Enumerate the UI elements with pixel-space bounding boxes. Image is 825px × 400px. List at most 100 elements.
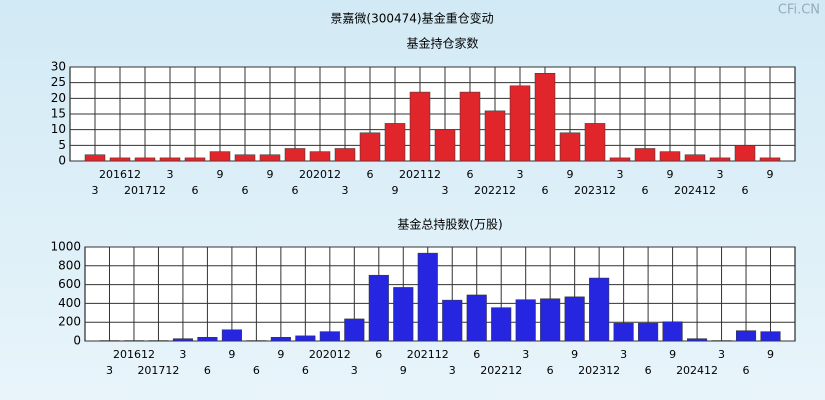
watermark: CFi.CN — [778, 3, 820, 18]
x-tick-label: 6 — [192, 184, 199, 197]
bar — [684, 154, 706, 162]
x-tick-label: 3 — [179, 348, 186, 361]
x-tick-label: 3 — [620, 348, 627, 361]
y-tick-label: 30 — [51, 60, 66, 74]
x-tick-label: 9 — [217, 168, 224, 181]
x-tick-label: 3 — [517, 168, 524, 181]
x-tick-label: 201612 — [99, 168, 141, 181]
x-tick-label: 201712 — [137, 364, 179, 377]
bar — [442, 299, 463, 342]
y-tick-label: 5 — [58, 138, 66, 152]
x-tick-label: 6 — [302, 364, 309, 377]
bar — [459, 91, 481, 162]
bar — [197, 336, 218, 342]
bar — [466, 294, 487, 342]
bar — [534, 73, 556, 162]
x-tick-label: 9 — [767, 348, 774, 361]
x-tick-label: 202212 — [474, 184, 516, 197]
x-tick-label: 3 — [617, 168, 624, 181]
x-tick-label: 9 — [277, 348, 284, 361]
x-tick-label: 3 — [351, 364, 358, 377]
bar — [134, 157, 156, 162]
x-tick-label: 3 — [106, 364, 113, 377]
bar — [540, 298, 561, 342]
x-tick-label: 6 — [292, 184, 299, 197]
x-tick-label: 202212 — [480, 364, 522, 377]
bar — [434, 129, 456, 162]
bar — [559, 132, 581, 162]
x-tick-label: 201612 — [113, 348, 155, 361]
plot-area — [84, 246, 796, 342]
x-tick-label: 9 — [228, 348, 235, 361]
page-title: 景嘉微(300474)基金重仓变动 — [330, 11, 493, 26]
x-tick-label: 202312 — [578, 364, 620, 377]
bar — [334, 148, 356, 162]
chart-title: 基金持仓家数 — [406, 36, 478, 51]
x-tick-label: 6 — [375, 348, 382, 361]
x-tick-label: 202012 — [309, 348, 351, 361]
x-tick-label: 3 — [522, 348, 529, 361]
x-tick-label: 201712 — [124, 184, 166, 197]
bar — [484, 110, 506, 162]
y-tick-label: 20 — [51, 91, 66, 105]
bar — [638, 322, 659, 342]
bar — [234, 154, 256, 162]
x-tick-label: 9 — [767, 168, 774, 181]
bar — [734, 145, 756, 162]
bar — [84, 154, 106, 162]
bar — [659, 151, 681, 162]
bar — [221, 329, 242, 342]
x-tick-label: 202312 — [574, 184, 616, 197]
bar — [687, 338, 708, 342]
bar — [159, 157, 181, 162]
bar — [259, 154, 281, 162]
bar — [735, 330, 757, 342]
bar — [184, 157, 206, 162]
x-tick-label: 3 — [167, 168, 174, 181]
y-tick-label: 400 — [58, 296, 81, 310]
bar — [759, 157, 781, 162]
x-tick-label: 202412 — [674, 184, 716, 197]
x-tick-label: 202012 — [299, 168, 341, 181]
x-tick-label: 6 — [367, 168, 374, 181]
bar — [284, 148, 306, 162]
x-tick-label: 202112 — [407, 348, 449, 361]
bar — [589, 277, 610, 342]
bar — [709, 157, 731, 162]
bar — [634, 148, 656, 162]
y-tick-label: 200 — [58, 315, 81, 329]
bar — [344, 318, 365, 342]
x-tick-label: 6 — [542, 184, 549, 197]
y-tick-label: 800 — [58, 258, 81, 272]
bar — [309, 151, 331, 162]
bar — [417, 252, 438, 342]
bar — [319, 331, 340, 342]
x-tick-label: 3 — [342, 184, 349, 197]
bar — [509, 85, 531, 162]
bar — [609, 157, 631, 162]
x-tick-label: 6 — [467, 168, 474, 181]
x-tick-label: 3 — [92, 184, 99, 197]
x-tick-label: 9 — [567, 168, 574, 181]
bar — [564, 296, 585, 342]
y-tick-label: 15 — [51, 107, 66, 121]
y-tick-label: 0 — [73, 334, 81, 348]
x-tick-label: 6 — [743, 364, 750, 377]
x-tick-label: 6 — [547, 364, 554, 377]
x-tick-label: 202112 — [399, 168, 441, 181]
bar — [368, 274, 389, 342]
bar — [209, 151, 231, 162]
x-tick-label: 3 — [718, 348, 725, 361]
x-tick-label: 3 — [442, 184, 449, 197]
x-tick-label: 6 — [204, 364, 211, 377]
bar — [172, 338, 193, 342]
bar — [613, 322, 634, 342]
bar — [662, 321, 683, 342]
y-tick-label: 1000 — [50, 240, 81, 254]
x-tick-label: 6 — [473, 348, 480, 361]
y-tick-label: 25 — [51, 75, 66, 89]
x-tick-label: 9 — [571, 348, 578, 361]
y-tick-label: 600 — [58, 277, 81, 291]
x-tick-label: 9 — [669, 348, 676, 361]
